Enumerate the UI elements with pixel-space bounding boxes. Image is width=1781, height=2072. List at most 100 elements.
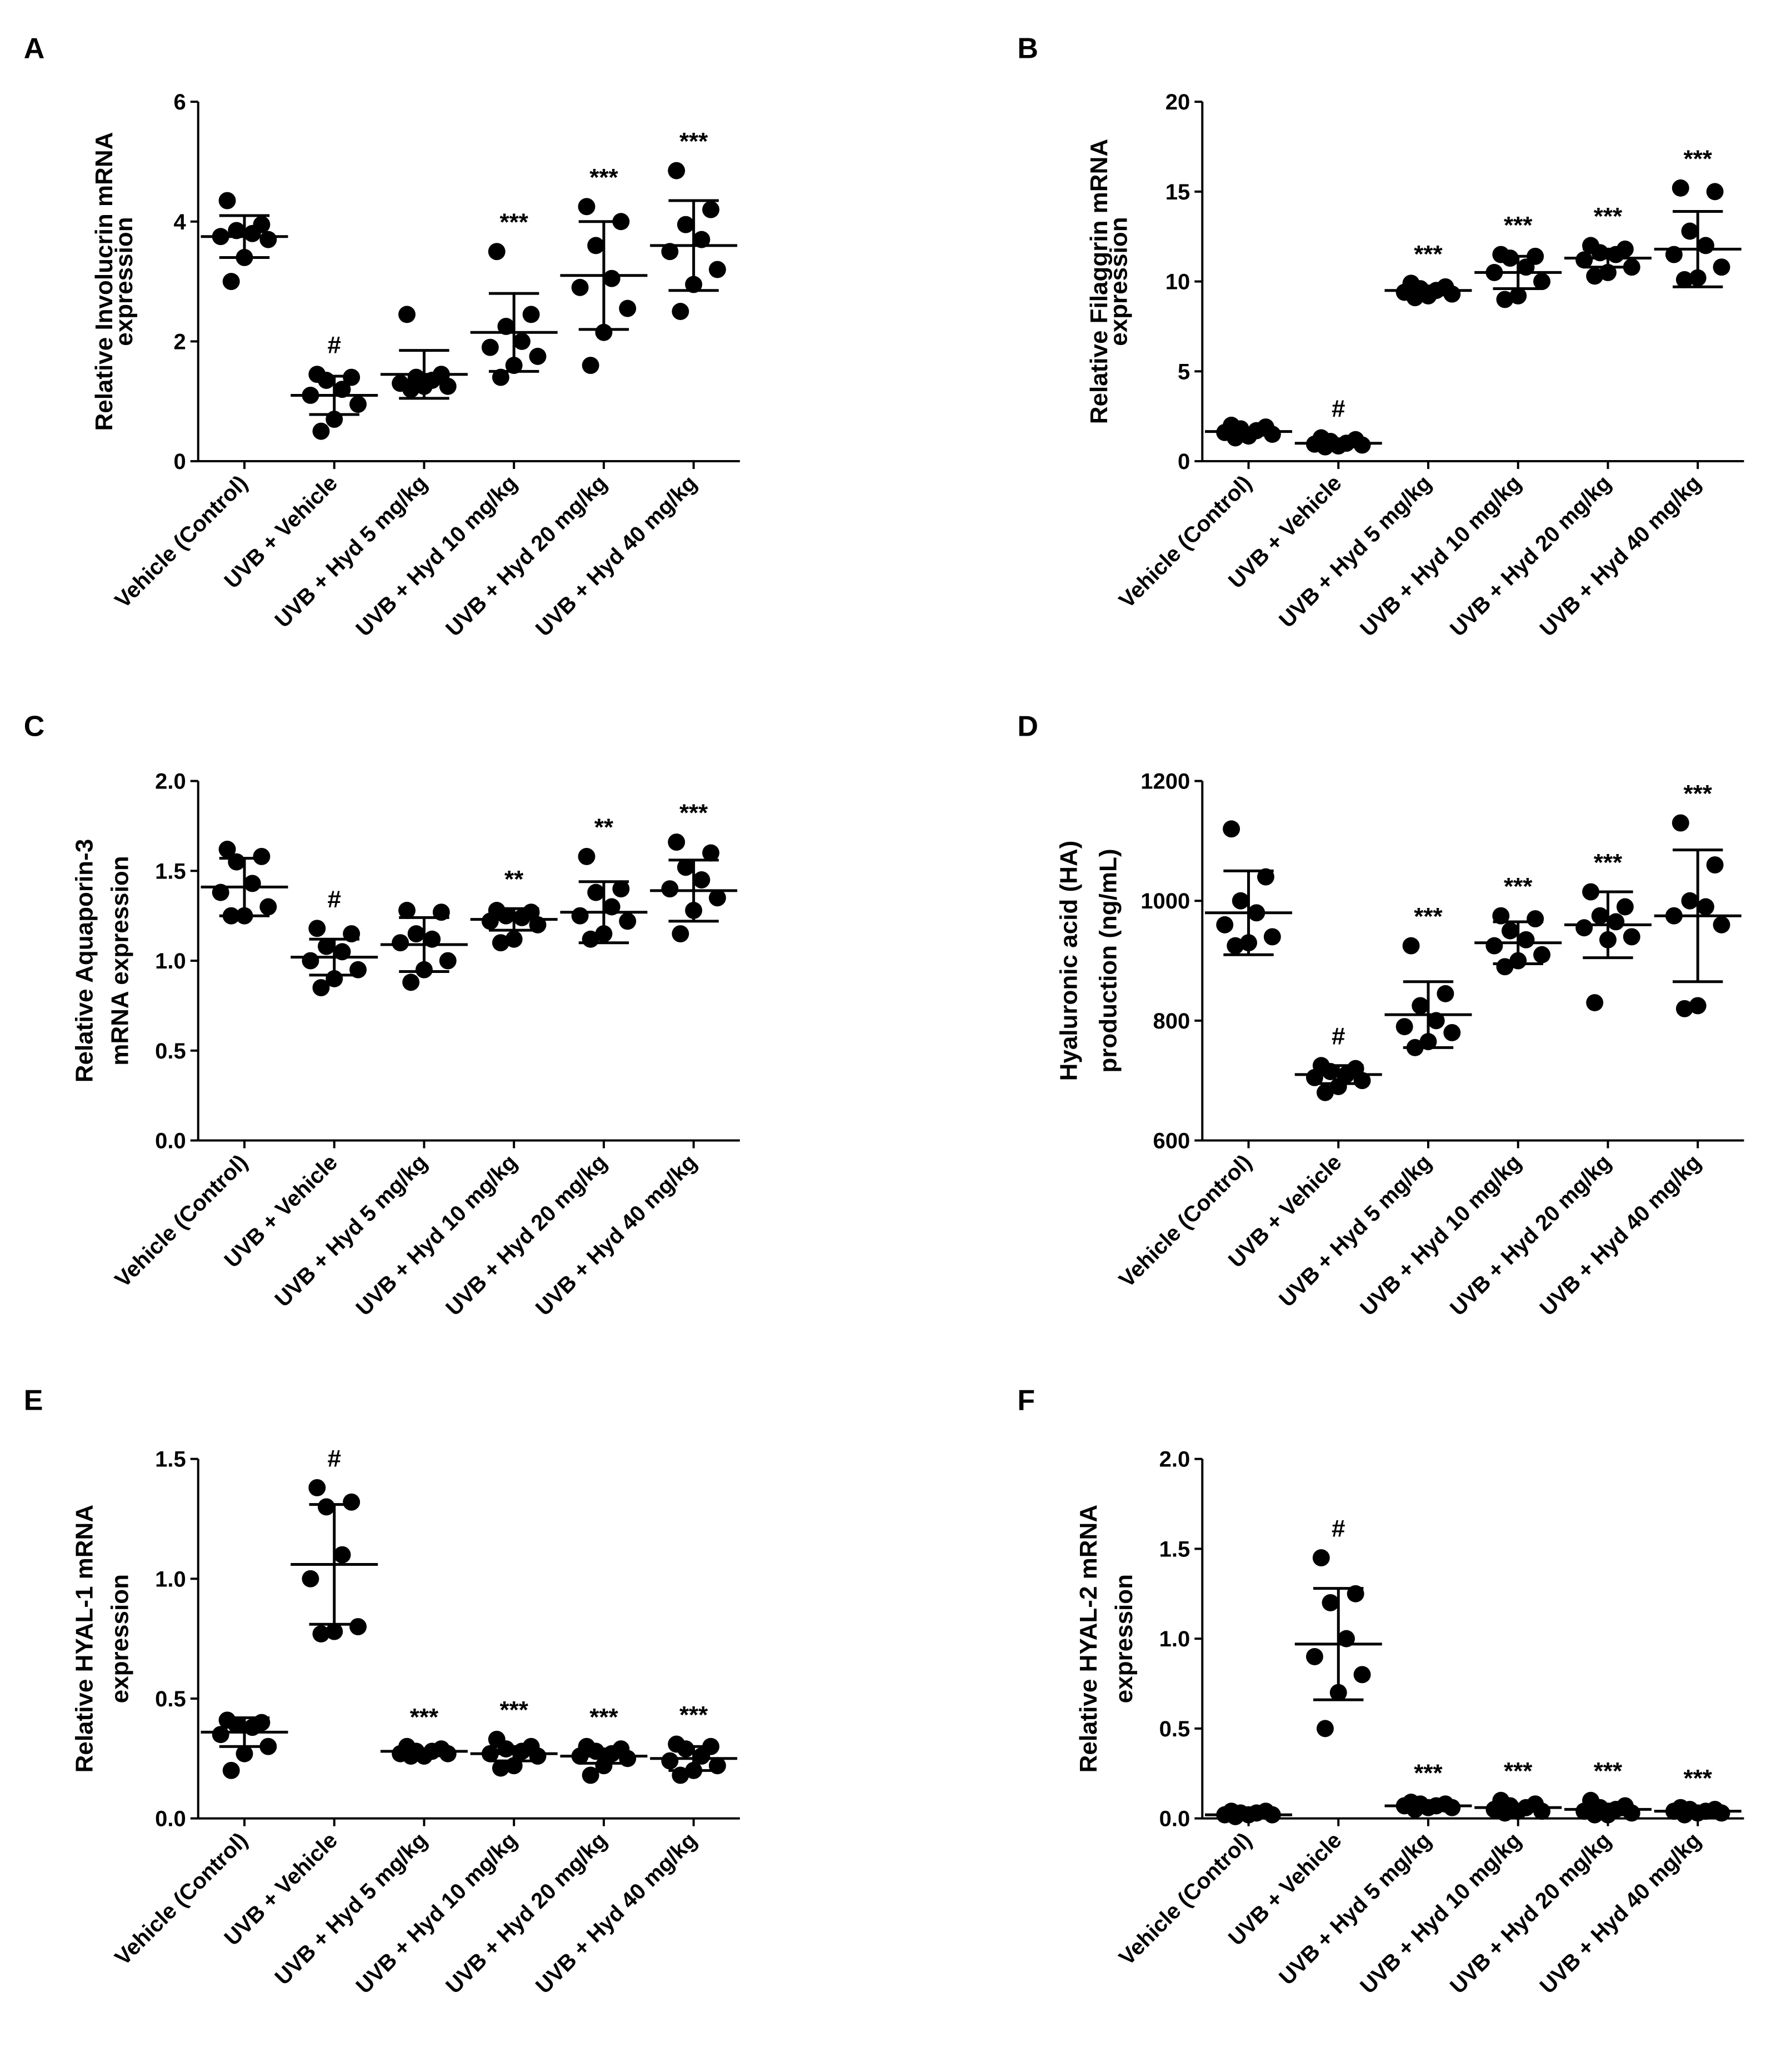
data-point: [708, 261, 726, 278]
data-point: [1427, 1012, 1445, 1030]
significance-marker: ***: [1683, 145, 1712, 172]
data-point: [308, 920, 326, 937]
data-point: [259, 231, 277, 248]
data-point: [1533, 946, 1550, 963]
data-point: [1216, 916, 1234, 933]
data-point: [1623, 928, 1640, 946]
data-point: [702, 201, 720, 218]
y-tick-label: 1.5: [155, 859, 186, 883]
data-point: [1706, 856, 1724, 874]
data-point: [333, 381, 351, 398]
data-point: [1575, 919, 1593, 937]
y-axis-title: Relative Aquaporin-3: [71, 839, 98, 1082]
data-point: [668, 162, 686, 179]
data-point: [1586, 267, 1604, 285]
x-category-label: Vehicle (Control): [1114, 1828, 1257, 1970]
panel-letter: B: [1017, 33, 1038, 65]
x-category-label: UVB + Hyd 5 mg/kg: [271, 471, 432, 632]
data-point: [587, 237, 605, 254]
data-point: [1437, 985, 1454, 1002]
y-axis-title: Relative Filaggrin mRNA: [1085, 139, 1113, 424]
data-point: [1675, 271, 1693, 288]
data-point: [1395, 1018, 1413, 1036]
data-point: [702, 844, 720, 862]
data-point: [1257, 868, 1274, 886]
y-tick-label: 15: [1165, 180, 1190, 204]
data-point: [1263, 928, 1281, 946]
data-point: [488, 243, 506, 261]
x-category-label: UVB + Hyd 5 mg/kg: [1274, 1150, 1436, 1312]
x-category-label: UVB + Hyd 40 mg/kg: [1535, 1828, 1706, 1999]
significance-marker: ***: [1414, 1759, 1443, 1786]
data-point: [398, 902, 416, 919]
data-point: [439, 952, 457, 970]
data-point: [392, 934, 409, 952]
data-point: [1443, 1023, 1461, 1041]
chart-panel-e: E 0.0 0.5 1.0 1.5 Relative HYAL-1 mRNA express…: [24, 1385, 740, 1999]
data-point: [218, 192, 236, 209]
data-point: [1616, 898, 1634, 916]
y-tick-label: 1000: [1140, 889, 1190, 913]
data-point: [218, 841, 236, 858]
data-point: [1412, 997, 1429, 1015]
x-category-label: UVB + Hyd 10 mg/kg: [352, 1150, 522, 1321]
data-point: [1607, 913, 1625, 931]
x-category-label: UVB + Hyd 40 mg/kg: [531, 1828, 702, 1999]
x-category-label: UVB + Hyd 5 mg/kg: [271, 1828, 432, 1990]
data-point: [522, 306, 540, 323]
y-tick-label: 0.5: [155, 1039, 186, 1064]
data-point: [349, 1618, 367, 1636]
y-tick-label: 1.0: [1159, 1627, 1190, 1651]
data-point: [1697, 898, 1714, 916]
data-point: [243, 875, 261, 892]
y-tick-label: 0.0: [155, 1129, 186, 1154]
data-point: [236, 1745, 253, 1763]
x-category-label: UVB + Hyd 10 mg/kg: [352, 471, 522, 641]
data-point: [308, 1479, 326, 1496]
y-axis-title: Hyaluronic acid (HA): [1055, 841, 1082, 1081]
data-point: [1672, 814, 1689, 832]
panel-letter: F: [1017, 1385, 1035, 1417]
y-tick-label: 1.5: [155, 1447, 186, 1472]
y-tick-label: 2.0: [155, 770, 186, 794]
y-tick-label: 10: [1165, 270, 1190, 294]
data-point: [603, 269, 621, 287]
data-point: [505, 930, 523, 948]
data-point: [317, 1498, 335, 1516]
data-point: [302, 1570, 319, 1587]
panel-letter: C: [24, 711, 45, 743]
significance-marker: ***: [410, 1704, 439, 1731]
data-point: [212, 1726, 229, 1744]
data-point: [1317, 1084, 1334, 1101]
significance-marker: ***: [1504, 1758, 1533, 1785]
panel-letter: E: [24, 1385, 43, 1417]
data-point: [1591, 907, 1609, 925]
significance-marker: **: [504, 866, 524, 893]
data-point: [1322, 1594, 1339, 1611]
data-point: [481, 912, 499, 930]
significance-marker: ***: [1594, 1758, 1623, 1785]
data-point: [661, 880, 679, 898]
y-tick-label: 2: [174, 329, 186, 354]
data-point: [677, 216, 694, 233]
data-point: [228, 222, 246, 239]
data-point: [1517, 931, 1535, 948]
data-point: [677, 858, 694, 876]
data-point: [1312, 1549, 1330, 1567]
x-category-label: UVB + Hyd 40 mg/kg: [531, 471, 702, 641]
significance-marker: ***: [1594, 203, 1623, 230]
significance-marker: ***: [1594, 849, 1623, 876]
data-point: [672, 303, 689, 320]
y-tick-label: 0.0: [1159, 1807, 1190, 1831]
y-tick-label: 600: [1153, 1129, 1190, 1154]
significance-marker: ***: [589, 164, 618, 191]
data-point: [708, 889, 726, 907]
data-point: [513, 908, 531, 926]
data-point: [222, 1761, 240, 1779]
data-point: [1509, 287, 1527, 304]
data-point: [1232, 892, 1249, 910]
data-point: [1406, 289, 1424, 307]
data-point: [312, 422, 330, 440]
data-point: [492, 368, 509, 386]
